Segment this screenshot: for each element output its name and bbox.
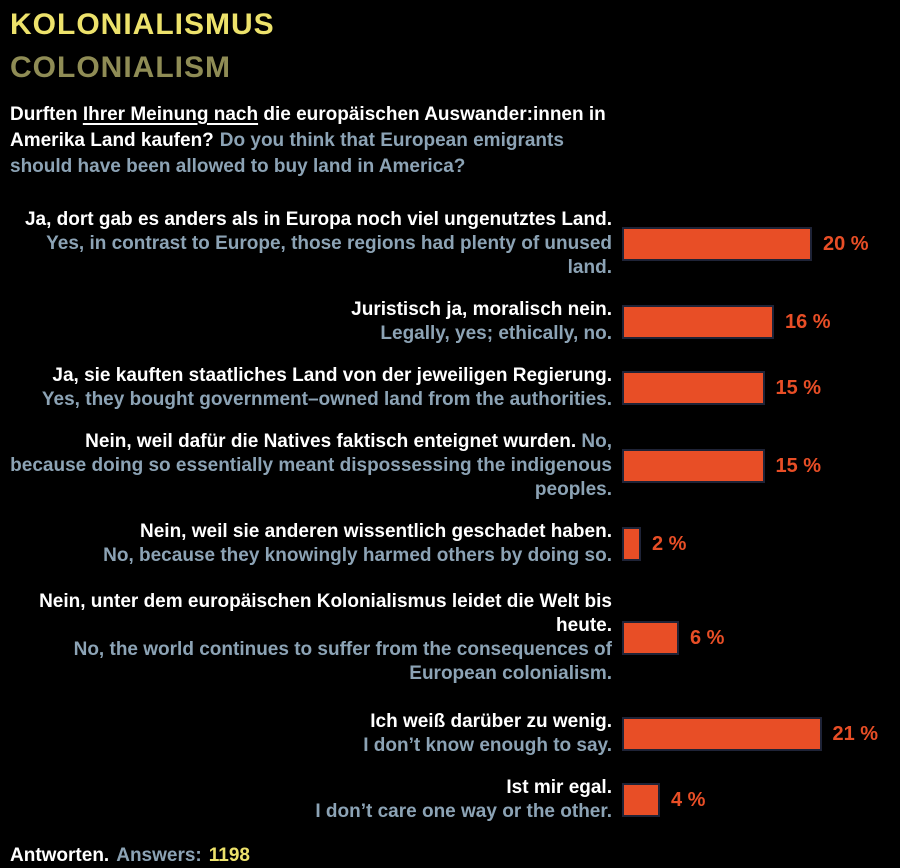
bar-value-label: 20 % xyxy=(823,232,869,255)
bar-area: 4 % xyxy=(622,783,705,817)
question-german-start: Durften xyxy=(10,104,83,125)
page-title-german: KOLONIALISMUS xyxy=(10,8,275,41)
bar xyxy=(622,783,660,817)
bar xyxy=(622,621,679,655)
bar-row: Nein, weil sie anderen wissentlich gesch… xyxy=(0,520,900,568)
row-label-english: No, because doing so essentially meant d… xyxy=(10,431,612,500)
bar xyxy=(622,449,765,483)
answers-footer: Antworten. Answers: 1198 xyxy=(10,844,900,868)
row-label: Nein, weil sie anderen wissentlich gesch… xyxy=(10,520,612,568)
bar-value-label: 16 % xyxy=(785,310,831,333)
bar-row: Ja, sie kauften staatliches Land von der… xyxy=(0,364,900,412)
row-label-english: Legally, yes; ethically, no. xyxy=(380,323,612,344)
answers-count: 1198 xyxy=(208,845,250,866)
bar-row: Nein, unter dem europäischen Kolonialism… xyxy=(0,590,900,686)
row-label-german: Nein, unter dem europäischen Kolonialism… xyxy=(39,591,612,636)
bar-row: Ja, dort gab es anders als in Europa noc… xyxy=(0,208,900,280)
bar xyxy=(622,717,822,751)
bar-value-label: 4 % xyxy=(671,788,706,811)
row-label-german: Ja, sie kauften staatliches Land von der… xyxy=(52,365,612,386)
bar-row: Ist mir egal. I don’t care one way or th… xyxy=(0,776,900,824)
row-label: Juristisch ja, moralisch nein. Legally, … xyxy=(10,298,612,346)
question-english: Do you think that European emigrants sho… xyxy=(10,130,564,177)
row-label-english: I don’t know enough to say. xyxy=(363,735,612,756)
bar-value-label: 6 % xyxy=(690,626,725,649)
bar-value-label: 15 % xyxy=(775,376,822,399)
bar xyxy=(622,371,765,405)
bar-value-label: 21 % xyxy=(832,722,879,745)
bar-chart: Ja, dort gab es anders als in Europa noc… xyxy=(0,208,900,824)
row-label: Ich weiß darüber zu wenig. I don’t know … xyxy=(10,710,612,758)
question-german: Durften Ihrer Meinung nach die europäisc… xyxy=(10,104,606,151)
bar-row: Nein, weil dafür die Natives faktisch en… xyxy=(0,430,900,502)
bar-area: 2 % xyxy=(622,527,686,561)
answers-label-german: Antworten. xyxy=(10,845,110,866)
bar-area: 15 % xyxy=(622,449,821,483)
bar-value-label: 15 % xyxy=(775,454,822,477)
answers-label-english: Answers: xyxy=(116,845,202,866)
row-label-german: Juristisch ja, moralisch nein. xyxy=(351,299,612,320)
page-title-english: COLONIALISM xyxy=(10,51,231,84)
bar xyxy=(622,527,641,561)
row-label-german: Ich weiß darüber zu wenig. xyxy=(370,711,612,732)
bar-area: 6 % xyxy=(622,621,724,655)
bar xyxy=(622,227,812,261)
row-label-english: No, the world continues to suffer from t… xyxy=(73,639,612,684)
bar-row: Ich weiß darüber zu wenig. I don’t know … xyxy=(0,710,900,758)
row-label: Nein, weil dafür die Natives faktisch en… xyxy=(10,430,612,502)
row-label-english: No, because they knowingly harmed others… xyxy=(103,545,612,566)
row-label-english: Yes, in contrast to Europe, those region… xyxy=(46,233,612,278)
bar-value-label: 2 % xyxy=(652,532,687,555)
question-german-end: die europäischen Auswander:innen in Amer… xyxy=(10,104,606,151)
row-label-german: Ja, dort gab es anders als in Europa noc… xyxy=(24,209,612,230)
row-label-german: Ist mir egal. xyxy=(506,777,612,798)
row-label: Ja, dort gab es anders als in Europa noc… xyxy=(10,208,612,280)
row-label: Nein, unter dem europäischen Kolonialism… xyxy=(10,590,612,686)
bar xyxy=(622,305,774,339)
row-label-english: Yes, they bought government–owned land f… xyxy=(41,389,612,410)
row-label-german: Nein, weil sie anderen wissentlich gesch… xyxy=(140,521,612,542)
row-label-german: Nein, weil dafür die Natives faktisch en… xyxy=(85,431,577,452)
colonialism-survey-infographic: KOLONIALISMUS COLONIALISM Durften Ihrer … xyxy=(0,8,900,866)
row-label-english: I don’t care one way or the other. xyxy=(315,801,612,822)
bar-area: 16 % xyxy=(622,305,831,339)
question-german-underlined: Ihrer Meinung nach xyxy=(82,104,259,125)
bar-area: 15 % xyxy=(622,371,821,405)
bar-area: 21 % xyxy=(622,717,878,751)
bar-row: Juristisch ja, moralisch nein. Legally, … xyxy=(0,298,900,346)
bar-area: 20 % xyxy=(622,227,869,261)
survey-question: Durften Ihrer Meinung nach die europäisc… xyxy=(10,102,628,180)
row-label: Ist mir egal. I don’t care one way or th… xyxy=(10,776,612,824)
row-label: Ja, sie kauften staatliches Land von der… xyxy=(10,364,612,412)
